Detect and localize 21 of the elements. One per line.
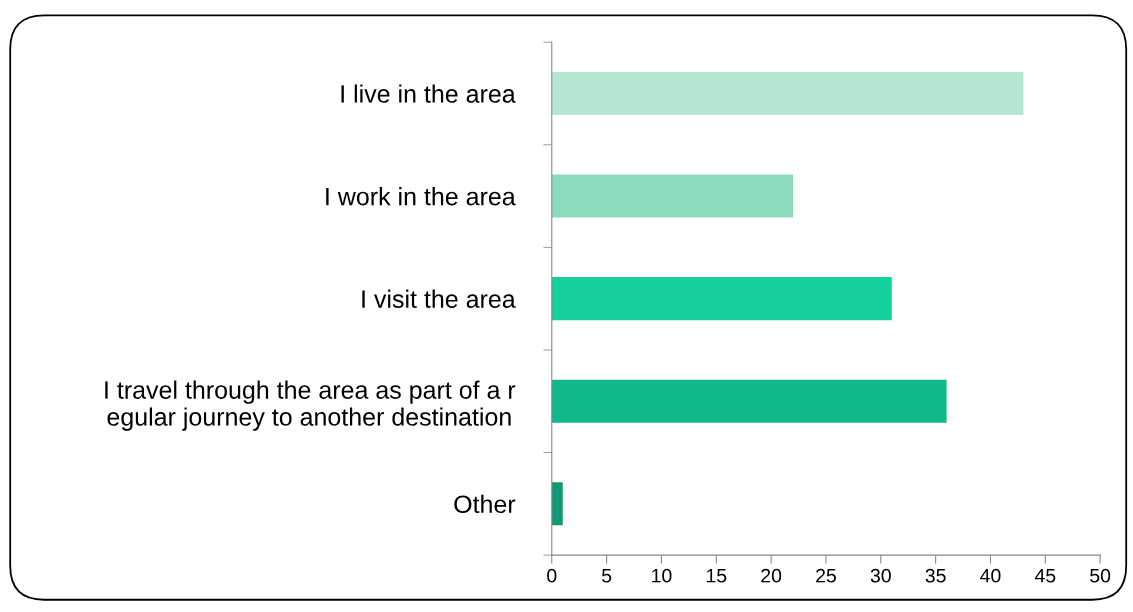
y-tick-label: I live in the area	[341, 84, 516, 103]
bar	[551, 277, 892, 321]
bar	[551, 71, 1024, 116]
x-tick-label: 5	[601, 568, 612, 583]
y-tick-label: I travel through the area as part of a r egular journey to another destination	[105, 380, 516, 431]
bar	[551, 174, 794, 218]
x-tick-label: 20	[761, 568, 782, 583]
x-tick-label: 35	[925, 568, 946, 583]
y-tick-label: I visit the area	[362, 289, 516, 308]
bar	[551, 379, 947, 423]
x-tick-label: 0	[547, 568, 557, 583]
x-tick-label: 50	[1090, 568, 1111, 583]
y-tick-label: Other	[454, 494, 516, 514]
x-tick-label: 30	[870, 568, 891, 583]
x-tick-label: 45	[1034, 568, 1056, 583]
bar	[551, 482, 563, 526]
x-tick-label: 10	[652, 568, 672, 583]
x-tick-label: 25	[816, 568, 836, 583]
x-tick-label: 15	[706, 568, 727, 583]
x-tick-label: 40	[980, 568, 1001, 583]
y-tick-label: I work in the area	[326, 187, 516, 206]
